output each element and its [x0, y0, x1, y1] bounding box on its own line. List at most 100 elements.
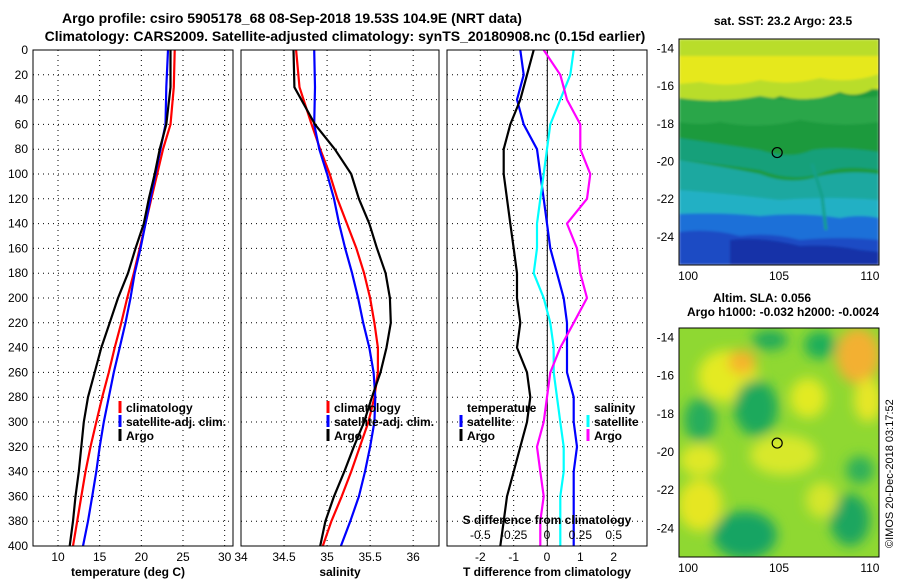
lat-tick-label: -24: [657, 230, 675, 244]
y-tick-label: 240: [8, 341, 28, 355]
series-t-satellite-line: [515, 49, 579, 546]
lat-tick-label: -22: [657, 483, 675, 497]
difference-tick-labels: -2 -1 0 1 2: [475, 550, 617, 564]
y-tick-label: 380: [8, 514, 28, 528]
sla-map-subtitle: Argo h1000: -0.032 h2000: -0.0024: [687, 305, 879, 319]
sla-map-tick-labels: 100 105 110 -14 -16 -18 -20 -22 -24: [657, 331, 880, 575]
legend-t-satellite-label: satellite: [467, 415, 512, 429]
lat-tick-label: -20: [657, 154, 675, 168]
series-t-argo-line: [499, 49, 535, 547]
figure-title: Argo profile: csiro 5905178_68 08-Sep-20…: [62, 10, 522, 26]
sst-map: sat. SST: 23.2 Argo: 23.5 100 105 110 -14 -1…: [657, 14, 880, 283]
difference-series: [499, 49, 592, 547]
salinity-legend: climatology satellite-adj. clim. Argo: [326, 401, 434, 443]
salinity-difference-tick-labels: -0.5 -0.25 0 0.25 0.5: [470, 528, 622, 542]
sla-map-frame: [678, 327, 880, 558]
legend-salinity-heading: salinity: [594, 401, 636, 415]
sla-map-title: Altim. SLA: 0.056: [713, 291, 811, 305]
legend-climatology-label: climatology: [334, 401, 401, 415]
y-tick-label: 20: [15, 68, 29, 82]
argo-position-marker: [771, 146, 783, 159]
s-difference-axis-label: S difference from climatology: [463, 513, 632, 527]
salinity-grid: [241, 50, 439, 546]
x-tick-label: 20: [135, 550, 149, 564]
x-tick-label: -1: [508, 550, 519, 564]
legend-satellite-label: satellite-adj. clim.: [334, 415, 434, 429]
imos-watermark: ©IMOS 20-Dec-2018 03:17:52: [884, 399, 896, 548]
temperature-series: [68, 49, 176, 547]
lat-tick-label: -14: [657, 41, 675, 55]
lon-tick-label: 105: [769, 561, 789, 575]
top-tick-label: 0: [544, 528, 551, 542]
top-tick-label: 0.25: [569, 528, 593, 542]
lon-tick-label: 110: [860, 269, 879, 283]
lat-tick-label: -20: [657, 445, 675, 459]
difference-legend: temperature satellite Argo salinity sate…: [459, 401, 639, 443]
y-tick-label: 340: [8, 465, 28, 479]
t-difference-axis-label: T difference from climatology: [463, 565, 631, 579]
series-climatology-line: [71, 49, 176, 547]
y-tick-label: 360: [8, 489, 28, 503]
difference-frame: [446, 49, 648, 547]
x-tick-label: 36: [406, 550, 420, 564]
salinity-series: [292, 49, 392, 547]
legend-temperature-heading: temperature: [467, 401, 537, 415]
salinity-axis-label: salinity: [319, 565, 361, 579]
series-satellite-adj-clim--line: [313, 49, 377, 547]
y-tick-label: 40: [15, 93, 29, 107]
salinity-panel: 34 34.5 35 35.5 36 salinity climatology sate…: [234, 49, 440, 579]
temperature-panel: 0 20 40 60 80 100 120 140 160 180 200 220 240 260 280 3…: [8, 43, 234, 579]
top-tick-label: -0.5: [470, 528, 491, 542]
x-tick-label: -2: [475, 550, 486, 564]
x-tick-label: 0: [544, 550, 551, 564]
series-satellite-adj-clim--line: [81, 49, 170, 547]
top-tick-label: -0.25: [500, 528, 528, 542]
sla-field: [679, 328, 879, 557]
y-tick-label: 160: [8, 241, 28, 255]
lon-tick-label: 100: [678, 269, 698, 283]
sst-map-title: sat. SST: 23.2 Argo: 23.5: [714, 14, 853, 28]
y-tick-label: 220: [8, 316, 28, 330]
temperature-tick-labels: 10 15 20 25 30: [51, 550, 231, 564]
x-tick-label: 1: [577, 550, 584, 564]
y-tick-label: 100: [8, 167, 28, 181]
series-argo-line: [68, 50, 172, 547]
x-tick-label: 30: [218, 550, 232, 564]
y-tick-label: 0: [21, 43, 28, 57]
difference-panel: -2 -1 0 1 2 -0.5 -0.25 0 0.25 0.5 S difference f…: [446, 49, 648, 579]
salinity-tick-labels: 34 34.5 35 35.5 36: [234, 550, 420, 564]
x-tick-label: 2: [610, 550, 617, 564]
series-s-satellite-line: [532, 49, 575, 546]
lat-tick-label: -14: [657, 331, 675, 345]
y-tick-label: 280: [8, 390, 28, 404]
sla-map: Altim. SLA: 0.056 Argo h1000: -0.032 h20…: [657, 291, 880, 575]
y-tick-label: 260: [8, 365, 28, 379]
lat-tick-label: -18: [657, 117, 675, 131]
lat-tick-label: -18: [657, 407, 675, 421]
legend-s-argo-label: Argo: [594, 429, 622, 443]
x-tick-label: 34: [234, 550, 248, 564]
series-climatology-line: [295, 49, 379, 547]
y-tick-label: 60: [15, 117, 29, 131]
series-s-argo-line: [535, 49, 592, 546]
legend-s-satellite-label: satellite: [594, 415, 639, 429]
x-tick-label: 25: [176, 550, 190, 564]
figure-subtitle: Climatology: CARS2009. Satellite-adjuste…: [45, 28, 646, 44]
y-tick-label: 140: [8, 217, 28, 231]
y-tick-label: 120: [8, 192, 28, 206]
lon-tick-label: 110: [860, 561, 879, 575]
series-argo-line: [292, 49, 392, 547]
y-tick-label: 300: [8, 415, 28, 429]
depth-tick-labels: 0 20 40 60 80 100 120 140 160 180 200 220 240 260 280 3…: [8, 43, 28, 553]
lat-tick-label: -16: [657, 79, 675, 93]
top-tick-label: 0.5: [605, 528, 622, 542]
lon-tick-label: 105: [769, 269, 789, 283]
x-tick-label: 10: [51, 550, 65, 564]
temperature-axis-label: temperature (deg C): [71, 565, 185, 579]
salinity-frame: [240, 49, 440, 547]
legend-argo-label: Argo: [334, 429, 362, 443]
y-tick-label: 180: [8, 266, 28, 280]
x-tick-label: 35: [320, 550, 334, 564]
lat-tick-label: -16: [657, 369, 675, 383]
